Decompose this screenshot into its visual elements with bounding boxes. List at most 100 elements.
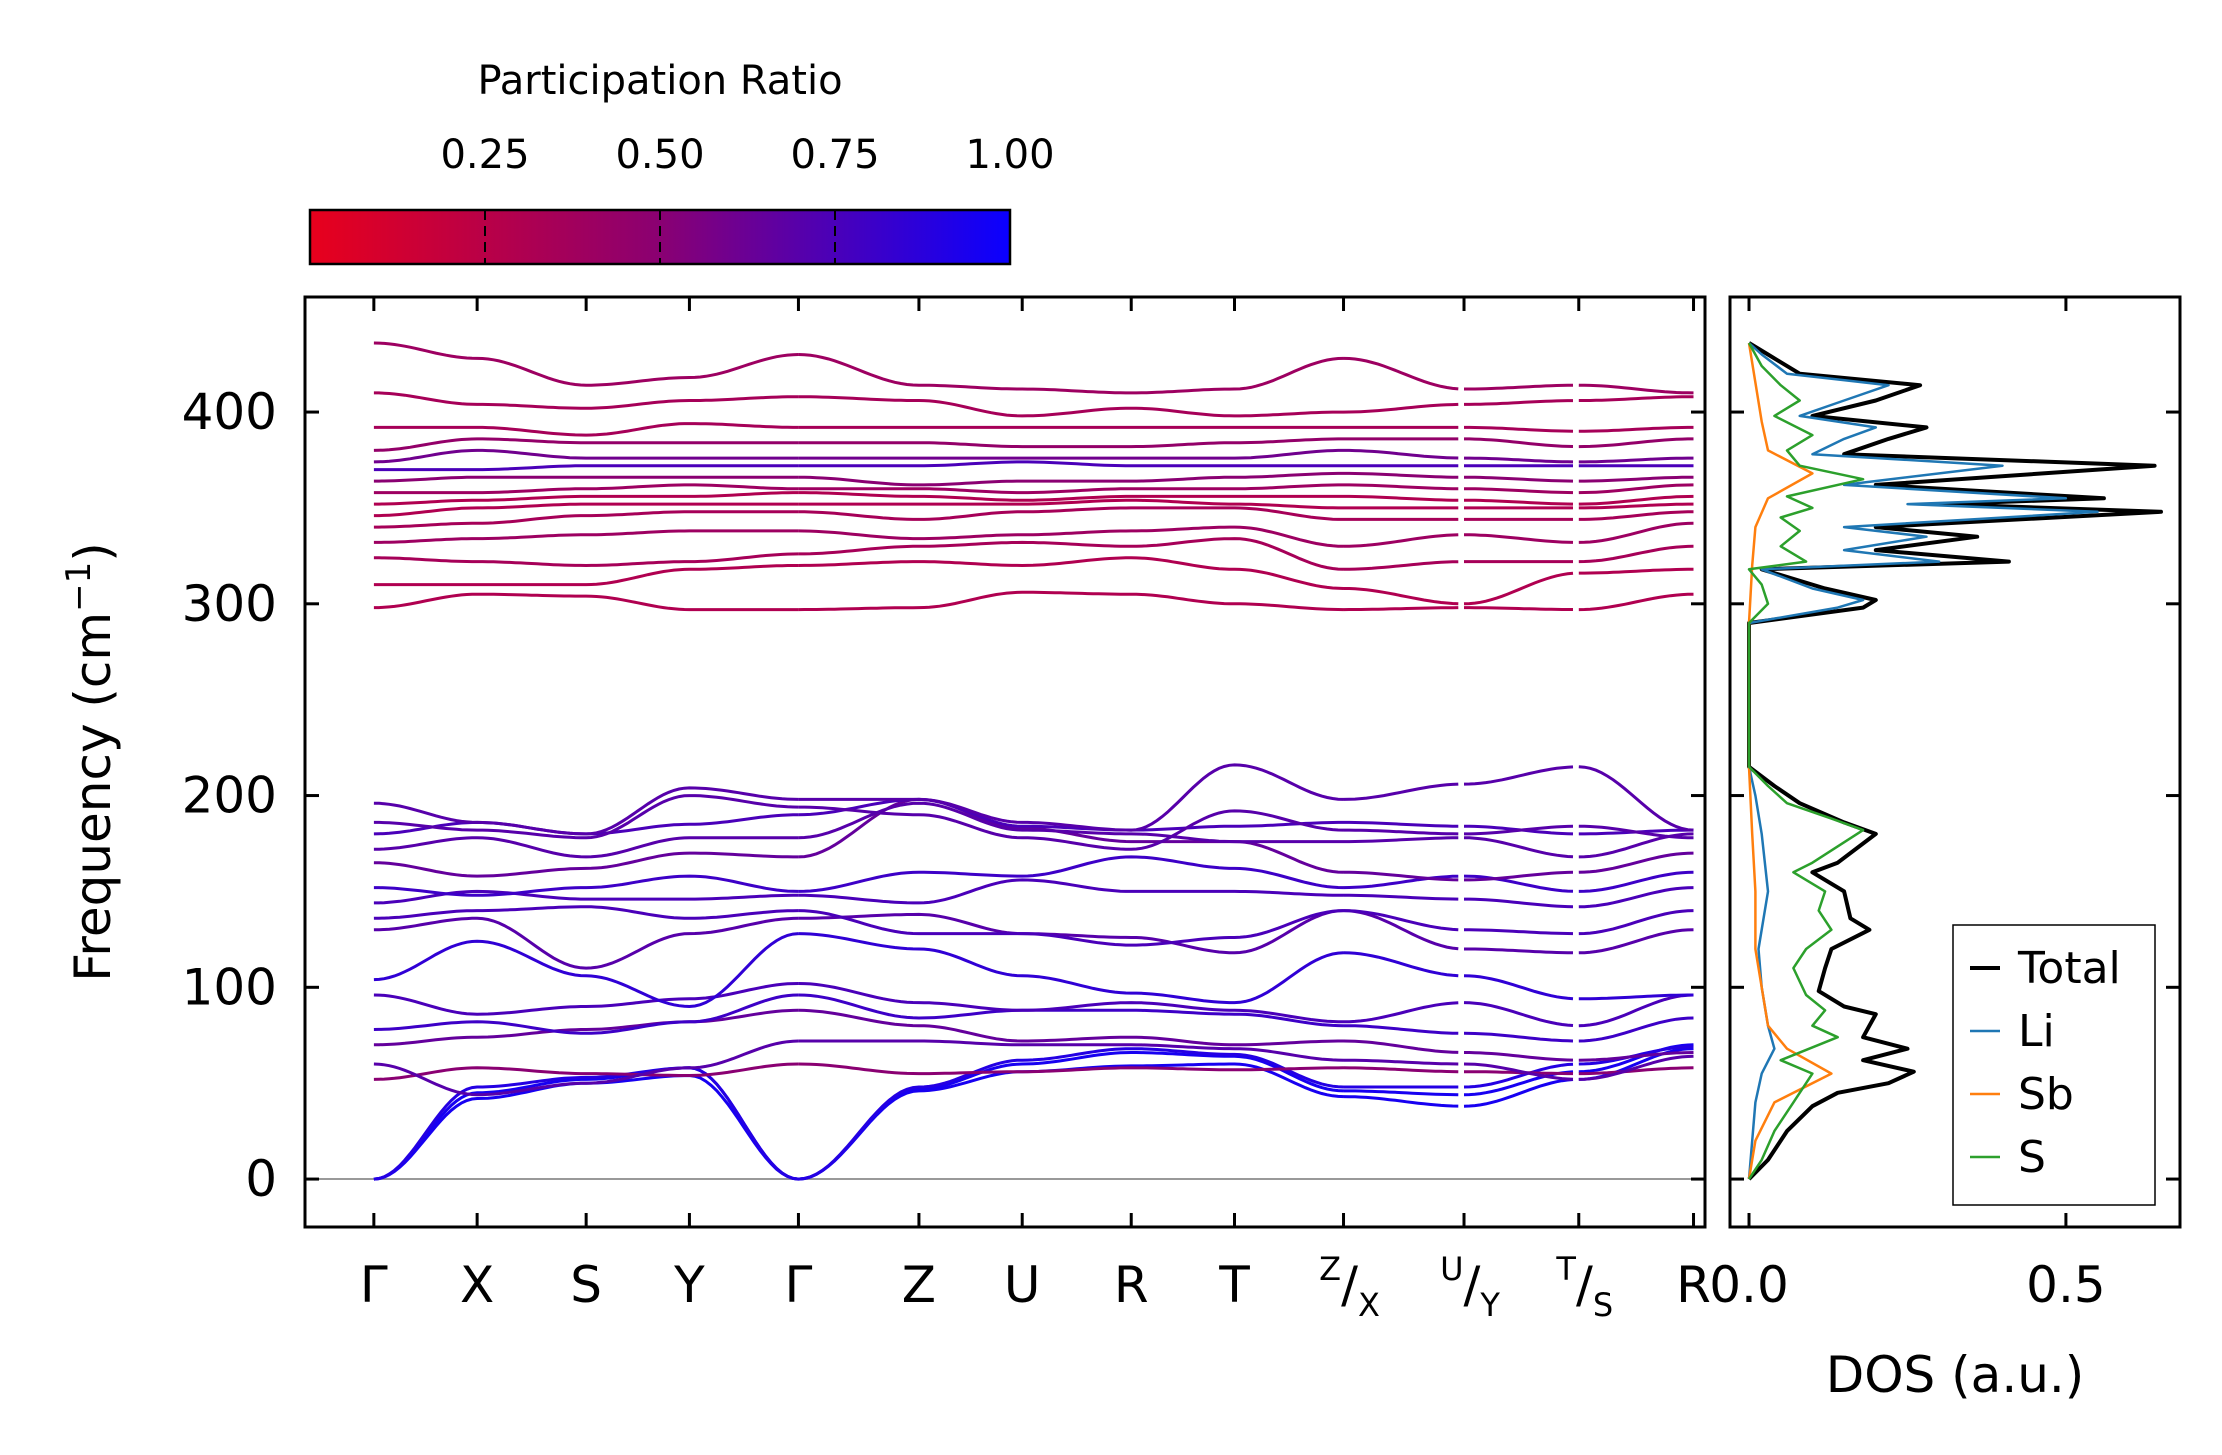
phonon-band bbox=[373, 341, 799, 387]
phonon-band bbox=[798, 395, 1344, 418]
dos-panel: 0.0 0.5 DOS (a.u.) Total Li Sb S bbox=[1709, 295, 2182, 1404]
phonon-band bbox=[798, 537, 1344, 571]
high-symmetry-label: Y bbox=[673, 1256, 705, 1314]
dos-line-total bbox=[1747, 341, 2163, 1181]
high-symmetry-label: Γ bbox=[785, 1256, 813, 1314]
high-symmetry-label: R bbox=[1114, 1256, 1149, 1314]
band-plot-frame bbox=[303, 295, 1707, 1229]
phonon-band bbox=[1464, 498, 1574, 506]
phonon-band bbox=[798, 471, 1344, 487]
phonon-band bbox=[373, 874, 799, 897]
phonon-band bbox=[798, 932, 1344, 1005]
phonon-band bbox=[373, 422, 799, 437]
phonon-band bbox=[798, 491, 1344, 502]
phonon-band bbox=[1343, 909, 1459, 932]
phonon-band bbox=[1578, 886, 1694, 909]
phonon-band bbox=[1463, 1062, 1574, 1089]
phonon-band bbox=[373, 794, 799, 840]
phonon-band bbox=[373, 391, 799, 410]
phonon-band bbox=[1578, 521, 1694, 544]
phonon-band bbox=[1578, 475, 1694, 483]
phonon-band bbox=[1578, 395, 1694, 402]
phonon-band bbox=[1578, 544, 1694, 564]
phonon-band bbox=[373, 851, 799, 878]
phonon-band bbox=[1343, 471, 1459, 479]
dos-legend: Total Li Sb S bbox=[1952, 924, 2156, 1206]
high-symmetry-label: Z/X bbox=[1319, 1250, 1380, 1324]
colorbar-tick-label: 0.25 bbox=[440, 132, 529, 178]
phonon-band bbox=[1343, 1095, 1459, 1108]
phonon-band bbox=[798, 1039, 1344, 1062]
phonon-band bbox=[1578, 765, 1694, 832]
phonon-band bbox=[373, 1066, 799, 1181]
phonon-band bbox=[373, 1039, 799, 1097]
phonon-band bbox=[1343, 909, 1459, 951]
dos-line-s bbox=[1747, 342, 1865, 1180]
phonon-band bbox=[1343, 836, 1459, 844]
phonon-band bbox=[373, 916, 799, 970]
legend-label-total: Total bbox=[2017, 943, 2121, 994]
phonon-band bbox=[798, 525, 1344, 548]
phonon-band bbox=[798, 1062, 1344, 1181]
phonon-band bbox=[798, 801, 1344, 844]
y-tick-label: 400 bbox=[182, 383, 277, 441]
phonon-band bbox=[1463, 974, 1574, 1001]
phonon-band bbox=[798, 993, 1344, 1028]
phonon-band bbox=[1463, 765, 1574, 786]
phonon-band bbox=[1343, 356, 1459, 391]
phonon-band bbox=[798, 797, 1344, 874]
phonon-band bbox=[1464, 606, 1573, 611]
phonon-band bbox=[373, 932, 799, 1009]
high-symmetry-label: T/S bbox=[1555, 1250, 1613, 1324]
y-axis-label: Frequency (cm−1) bbox=[59, 542, 122, 982]
phonon-band bbox=[1578, 592, 1694, 612]
high-symmetry-label: R bbox=[1676, 1256, 1711, 1314]
phonon-band bbox=[1343, 870, 1459, 882]
phonon-band bbox=[373, 437, 799, 452]
phonon-band bbox=[373, 993, 799, 1035]
phonon-band bbox=[1464, 487, 1574, 495]
phonon-band bbox=[1464, 1051, 1574, 1062]
phonon-band bbox=[373, 502, 799, 518]
phonon-band bbox=[373, 905, 799, 920]
phonon-band bbox=[1343, 494, 1459, 502]
phonon-band bbox=[1578, 1066, 1694, 1076]
dos-plot-frame bbox=[1728, 295, 2182, 1229]
phonon-band bbox=[373, 564, 799, 587]
high-symmetry-label: U bbox=[1004, 1256, 1041, 1314]
phonon-band bbox=[1578, 1016, 1694, 1043]
dos-line-sb bbox=[1747, 342, 1833, 1180]
phonon-band bbox=[1464, 456, 1574, 464]
high-symmetry-label: S bbox=[570, 1256, 602, 1314]
phonon-band bbox=[1578, 437, 1694, 449]
colorbar: Participation Ratio 0.25 0.50 0.75 1.00 bbox=[308, 58, 1055, 266]
phonon-band bbox=[1464, 870, 1574, 882]
phonon-band bbox=[1343, 606, 1459, 612]
colorbar-title: Participation Ratio bbox=[477, 58, 842, 104]
phonon-band bbox=[1343, 1001, 1459, 1024]
phonon-band bbox=[1343, 828, 1459, 836]
phonon-band bbox=[798, 909, 1344, 955]
phonon-band bbox=[1463, 874, 1574, 893]
phonon-band bbox=[798, 1008, 1344, 1047]
phonon-band bbox=[798, 556, 1344, 590]
phonon-band bbox=[798, 1047, 1344, 1181]
phonon-band bbox=[373, 982, 799, 1016]
legend-box bbox=[1952, 924, 2156, 1206]
phonon-band bbox=[798, 855, 1344, 893]
phonon-band bbox=[798, 805, 1344, 851]
phonon-band bbox=[1343, 1089, 1459, 1097]
phonon-band bbox=[1463, 1001, 1574, 1027]
high-symmetry-label: X bbox=[460, 1256, 494, 1314]
phonon-band bbox=[1464, 425, 1574, 433]
phonon-band bbox=[373, 510, 799, 529]
phonon-band bbox=[1464, 947, 1574, 955]
high-symmetry-label: Z bbox=[902, 1256, 936, 1314]
phonon-band bbox=[373, 491, 799, 506]
phonon-band bbox=[373, 475, 799, 483]
colorbar-tick-label: 0.75 bbox=[790, 132, 879, 178]
phonon-band bbox=[1578, 502, 1694, 510]
legend-label-s: S bbox=[2018, 1132, 2046, 1183]
phonon-band bbox=[798, 460, 1344, 468]
phonon-band bbox=[373, 464, 799, 472]
